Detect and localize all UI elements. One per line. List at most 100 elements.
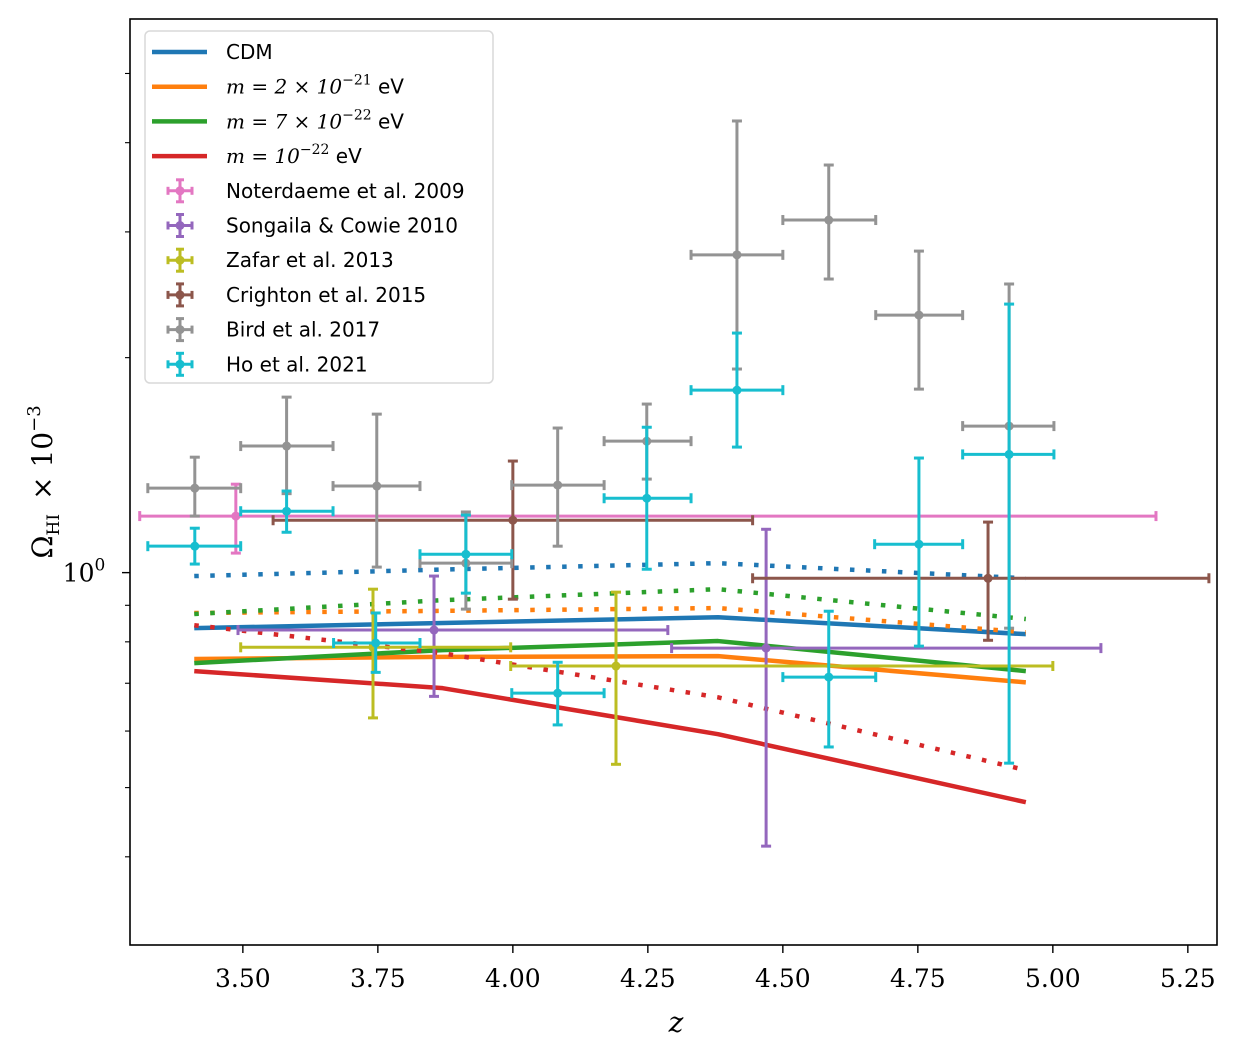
legend-marker	[175, 255, 185, 265]
y-label-times: × 10	[26, 432, 59, 500]
legend-label: Crighton et al. 2015	[226, 283, 426, 307]
data-point-5-5	[602, 425, 693, 571]
marker	[553, 688, 563, 698]
marker	[508, 515, 518, 525]
y-tick-label: 100	[63, 556, 106, 588]
model-line-solid-3	[194, 668, 1027, 805]
legend-entry-model-2: m = 7 × 10−22 eV	[152, 107, 404, 133]
legend-label: Zafar et al. 2013	[226, 248, 394, 272]
legend-entry-model-1: m = 2 × 10−21 eV	[152, 73, 404, 99]
marker	[761, 643, 771, 653]
legend-label-math: m = 2 × 10	[226, 75, 342, 99]
marker	[732, 250, 742, 260]
y-axis-label: ΩHI × 10−3	[24, 405, 64, 558]
x-axis-label: z	[668, 1006, 684, 1039]
legend-marker	[175, 221, 185, 230]
x-tick-label: 3.75	[350, 964, 406, 993]
legend-entry-data-3: Crighton et al. 2015	[166, 282, 426, 308]
x-axis: 3.50 3.75 4.00 4.25 4.50 4.75 5.00 5.25	[215, 945, 1216, 993]
data-point-5-8	[873, 456, 965, 648]
legend-label-unit: eV	[372, 109, 405, 133]
svg-text:ΩHI× 10−3: ΩHI × 10−3	[24, 405, 64, 558]
legend-label: Ho et al. 2021	[226, 352, 368, 376]
marker	[282, 506, 292, 516]
y-label-subscript: HI	[44, 514, 64, 536]
axes-frame	[129, 18, 1218, 946]
legend-label: m = 2 × 10−21 eV	[226, 73, 404, 99]
data-point-5-1	[239, 489, 335, 534]
marker	[231, 511, 241, 521]
legend-label-unit: eV	[329, 144, 362, 168]
legend-entry-data-2: Zafar et al. 2013	[166, 247, 394, 273]
data-point-5-7	[781, 609, 878, 749]
data-point-1-1	[670, 527, 1103, 848]
x-tick-label: 5.25	[1160, 964, 1216, 993]
marker	[429, 625, 439, 635]
x-tick-label: 4.25	[620, 964, 676, 993]
legend-label: Noterdaeme et al. 2009	[226, 179, 465, 203]
marker	[824, 215, 834, 225]
data-point-5-3	[418, 513, 514, 595]
legend-label: Bird et al. 2017	[226, 318, 380, 342]
marker	[983, 573, 993, 583]
y-label-exponent: −3	[24, 405, 45, 432]
legend-box	[144, 30, 494, 384]
legend-entry-data-0: Noterdaeme et al. 2009	[166, 178, 465, 204]
x-tick-label: 3.50	[215, 964, 271, 993]
legend-label: CDM	[226, 40, 273, 64]
data-point-4-4	[510, 426, 606, 548]
marker	[914, 539, 924, 549]
legend-entry-data-1: Songaila & Cowie 2010	[166, 213, 458, 238]
marker	[642, 493, 652, 503]
y-label-symbol: Ω	[26, 535, 59, 558]
legend-marker	[175, 325, 185, 335]
data-point-4-8	[874, 249, 965, 391]
data-point-5-9	[961, 302, 1056, 765]
marker	[732, 385, 742, 395]
data-point-3-1	[751, 520, 1211, 642]
marker	[824, 672, 834, 682]
legend-label-exponent: −21	[342, 73, 372, 89]
plot-area	[138, 119, 1211, 848]
model-line-dotted-0	[194, 560, 1026, 581]
marker	[190, 483, 200, 493]
marker	[611, 661, 621, 671]
legend-label-unit: eV	[372, 75, 405, 99]
legend-label: m = 10−22 eV	[226, 142, 362, 168]
data-point-4-0	[146, 455, 243, 518]
legend-marker	[175, 359, 185, 369]
model-line-solid-0	[194, 614, 1026, 637]
y-tick-base: 10	[63, 559, 95, 588]
marker	[914, 310, 924, 320]
errorbar-series-5	[146, 302, 1056, 765]
marker	[1004, 449, 1014, 459]
y-axis: 100	[63, 72, 130, 858]
data-point-5-0	[146, 526, 243, 566]
model-line-dotted-2	[194, 586, 1027, 622]
marker	[553, 480, 563, 490]
x-tick-label: 4.00	[485, 964, 541, 993]
marker	[282, 441, 292, 451]
marker	[461, 549, 471, 559]
legend-label: m = 7 × 10−22 eV	[226, 107, 404, 133]
legend-label-exponent: −22	[342, 107, 372, 123]
x-tick-label: 5.00	[1025, 964, 1081, 993]
legend-entry-model-3: m = 10−22 eV	[152, 142, 362, 168]
model-line-dotted-1	[194, 605, 1027, 635]
errorbar-series-1	[236, 527, 1103, 848]
y-tick-exponent: 0	[94, 556, 105, 576]
data-point-4-1	[239, 395, 335, 496]
legend-label-math: m = 10	[226, 144, 300, 168]
legend-marker	[175, 186, 185, 196]
data-point-4-2	[331, 412, 422, 569]
legend-marker	[175, 290, 185, 300]
marker	[371, 638, 381, 648]
legend-entry-data-4: Bird et al. 2017	[166, 317, 380, 343]
x-tick-label: 4.75	[890, 964, 946, 993]
marker	[372, 481, 382, 491]
legend-entry-data-5: Ho et al. 2021	[166, 351, 368, 377]
data-point-5-4	[510, 660, 606, 727]
marker	[190, 541, 200, 551]
